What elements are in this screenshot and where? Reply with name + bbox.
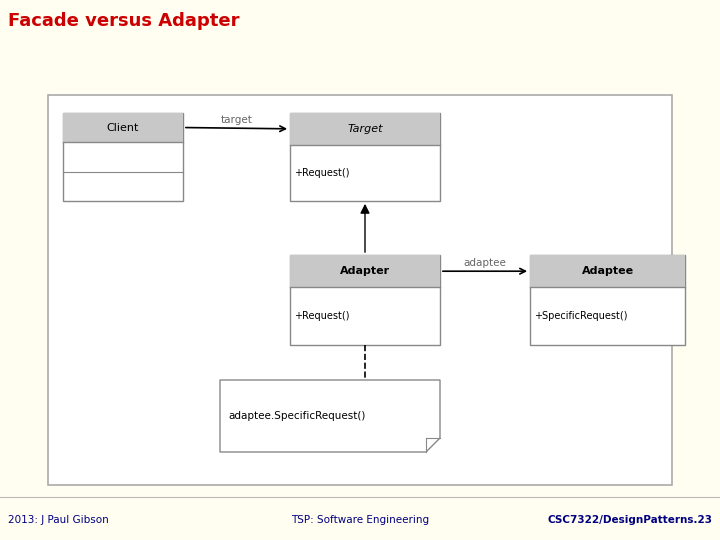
Text: Facade versus Adapter: Facade versus Adapter — [8, 12, 240, 30]
Text: adaptee.SpecificRequest(): adaptee.SpecificRequest() — [228, 411, 365, 421]
Text: Adaptee: Adaptee — [582, 266, 634, 276]
Bar — [48, 95, 672, 485]
Text: Adapter: Adapter — [340, 266, 390, 276]
Text: +SpecificRequest(): +SpecificRequest() — [534, 311, 628, 321]
Bar — [530, 255, 685, 287]
Text: 2013: J Paul Gibson: 2013: J Paul Gibson — [8, 515, 109, 525]
Text: CSC7322/DesignPatterns.23: CSC7322/DesignPatterns.23 — [547, 515, 712, 525]
Bar — [530, 255, 685, 345]
Text: target: target — [220, 115, 253, 125]
Bar — [290, 113, 440, 145]
Bar — [63, 113, 183, 142]
Bar — [290, 113, 440, 201]
Text: +Request(): +Request() — [294, 168, 349, 178]
Text: Client: Client — [107, 123, 139, 132]
Text: Target: Target — [347, 124, 383, 134]
Bar — [290, 255, 440, 287]
Text: +Request(): +Request() — [294, 311, 349, 321]
Text: adaptee: adaptee — [464, 258, 506, 268]
Bar — [63, 113, 183, 201]
Bar — [290, 255, 440, 345]
Polygon shape — [220, 380, 440, 452]
Text: TSP: Software Engineering: TSP: Software Engineering — [291, 515, 429, 525]
